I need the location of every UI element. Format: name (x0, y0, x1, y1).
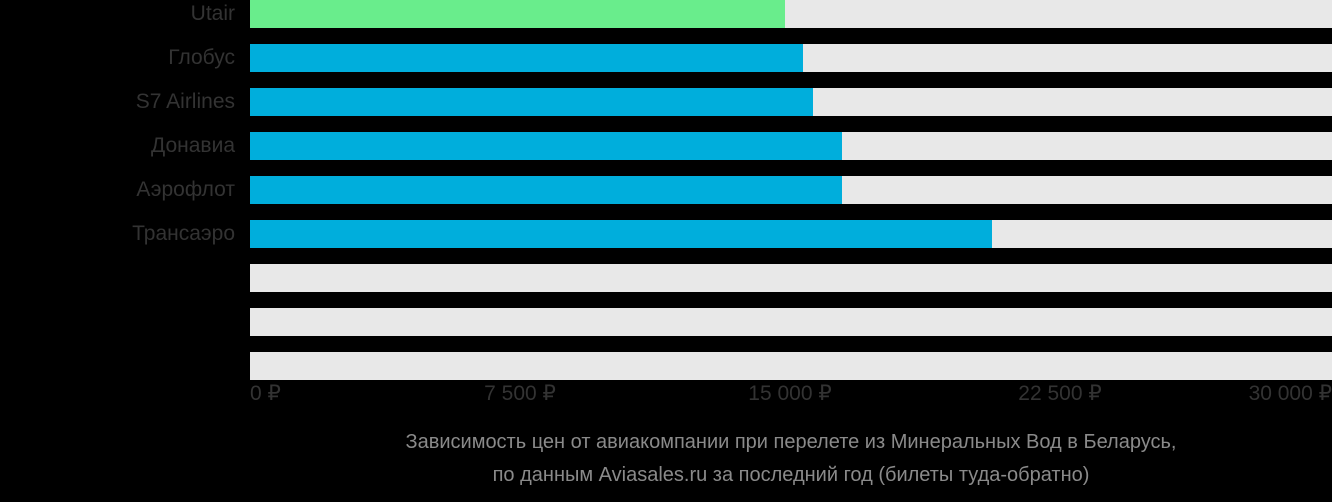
bar-track (250, 88, 1332, 116)
x-axis-tick-label: 30 000 ₽ (1248, 382, 1332, 405)
chart-title-line2: по данным Aviasales.ru за последний год … (492, 464, 1090, 486)
x-axis-tick-label: 15 000 ₽ (748, 382, 832, 405)
bar-track (250, 308, 1332, 336)
price-bar[interactable] (250, 44, 803, 72)
bar-track (250, 44, 1332, 72)
chart-rows: Utair Глобус S7 Airlines Донавиа Аэрофлот Тра… (0, 0, 1332, 380)
bar-row: Донавиа (0, 132, 1332, 160)
category-label: Трансаэро (132, 222, 235, 245)
category-label: Донавиа (151, 134, 235, 157)
category-label: Utair (190, 2, 235, 25)
chart-title-block: Зависимость цен от авиакомпании при пере… (250, 426, 1332, 492)
x-axis-tick-label: 0 ₽ (250, 382, 281, 405)
chart-title-line1: Зависимость цен от авиакомпании при пере… (405, 431, 1177, 453)
x-axis-tick-label: 7 500 ₽ (484, 382, 556, 405)
bar-row: S7 Airlines (0, 88, 1332, 116)
category-label: S7 Airlines (135, 90, 235, 113)
bar-row (0, 264, 1332, 292)
bar-row (0, 352, 1332, 380)
category-label: Глобус (168, 46, 235, 69)
price-bar[interactable] (250, 88, 813, 116)
x-axis: 0 ₽ 7 500 ₽ 15 000 ₽ 22 500 ₽ 30 000 ₽ (250, 381, 1332, 409)
bar-track (250, 352, 1332, 380)
bar-row: Utair (0, 0, 1332, 28)
price-bar[interactable] (250, 132, 842, 160)
x-axis-tick-label: 22 500 ₽ (1018, 382, 1102, 405)
price-bar[interactable] (250, 0, 785, 28)
bar-track (250, 176, 1332, 204)
bar-track (250, 0, 1332, 28)
bar-row: Глобус (0, 44, 1332, 72)
price-bar[interactable] (250, 176, 842, 204)
bar-row: Аэрофлот (0, 176, 1332, 204)
bar-row (0, 308, 1332, 336)
bar-track (250, 264, 1332, 292)
price-bar[interactable] (250, 220, 992, 248)
bar-row: Трансаэро (0, 220, 1332, 248)
bar-track (250, 132, 1332, 160)
bar-track (250, 220, 1332, 248)
category-label: Аэрофлот (136, 178, 235, 201)
